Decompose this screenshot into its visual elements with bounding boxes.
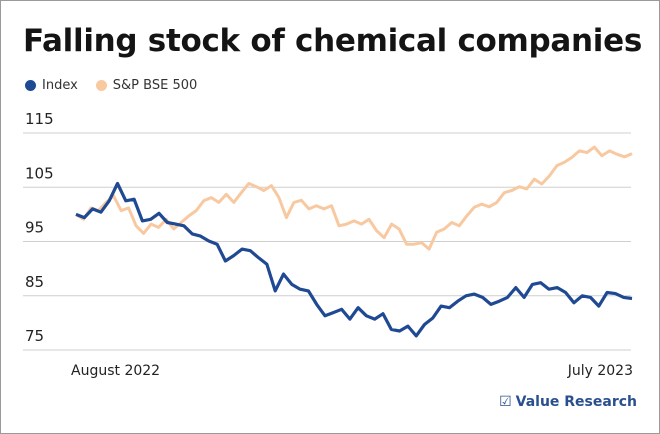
y-tick-label: 95 (25, 219, 44, 237)
series-line-sp-bse-500 (75, 145, 633, 251)
legend: Index S&P BSE 500 (25, 78, 209, 93)
y-tick-label: 105 (25, 164, 54, 182)
legend-item-sp-bse-500: S&P BSE 500 (95, 78, 198, 93)
y-tick-label: 115 (25, 110, 54, 128)
x-tick-label: August 2022 (71, 363, 160, 379)
legend-swatch-index (25, 80, 36, 91)
chart-title: Falling stock of chemical companies (23, 23, 643, 59)
series-line-index (75, 181, 633, 338)
brand-logo: ☑ Value Research (499, 394, 637, 410)
legend-label: S&P BSE 500 (112, 78, 198, 93)
y-tick-label: 85 (25, 273, 44, 291)
checkbox-icon: ☑ (499, 394, 512, 410)
y-tick-label: 75 (25, 327, 44, 345)
legend-swatch-sp-bse-500 (95, 80, 107, 91)
brand-name: Value Research (515, 394, 637, 410)
legend-item-index: Index (25, 78, 78, 93)
legend-label: Index (42, 78, 78, 93)
x-tick-label: July 2023 (567, 363, 633, 379)
